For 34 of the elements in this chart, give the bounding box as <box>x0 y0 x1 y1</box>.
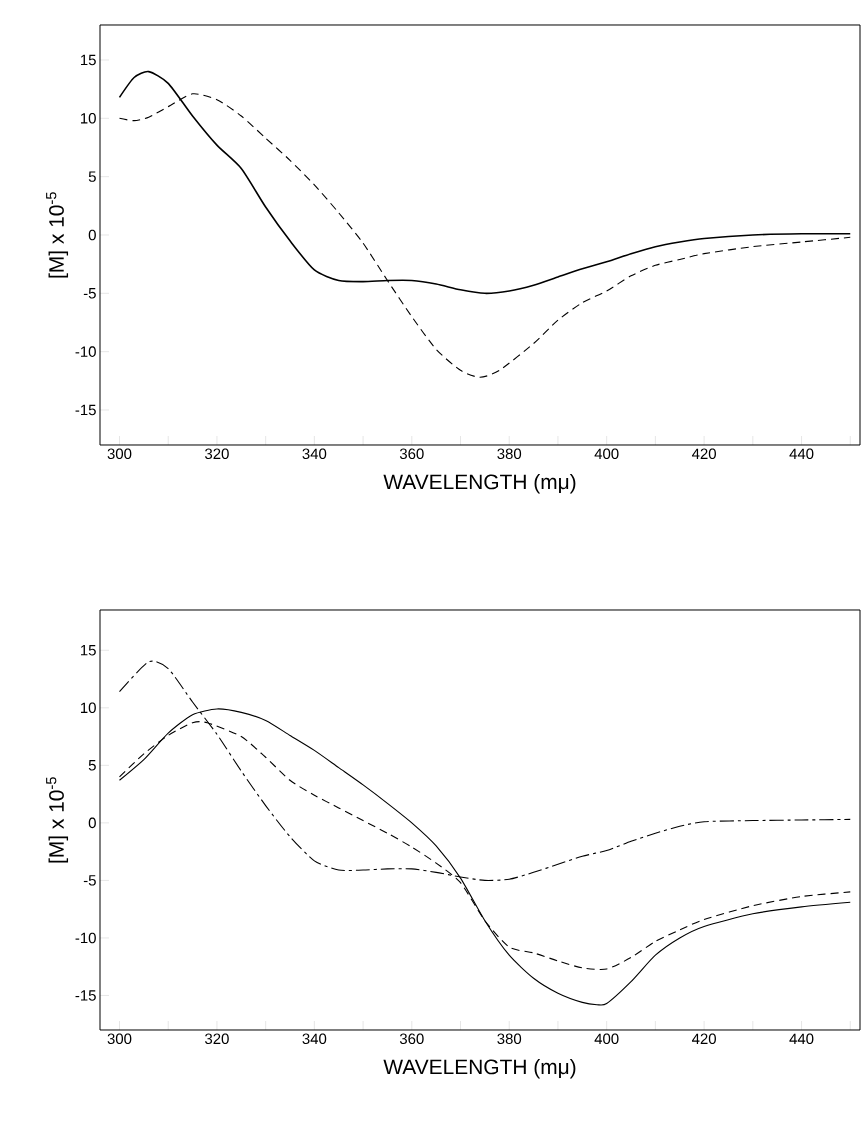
x-axis-title: WAVELENGTH (mμ) <box>383 473 576 494</box>
x-tick-label: 420 <box>691 1033 716 1045</box>
y-tick-label: -10 <box>75 346 96 357</box>
x-tick-label: 380 <box>497 448 522 460</box>
x-tick-label: 340 <box>302 1033 327 1045</box>
x-tick-label: 420 <box>691 448 716 460</box>
x-tick-label: 400 <box>594 1033 619 1045</box>
y-tick-label: -10 <box>75 932 96 944</box>
x-tick-label: 340 <box>302 448 327 460</box>
x-tick-label: 320 <box>205 448 229 460</box>
x-tick-label: 400 <box>594 448 619 460</box>
x-tick-label: 360 <box>399 1033 424 1045</box>
y-axis-title: [M] x 10$^{-5}$ <box>46 777 69 863</box>
y-tick-label: 10 <box>81 702 96 714</box>
x-tick-label: 440 <box>789 448 814 460</box>
y-tick-label: 5 <box>88 760 96 771</box>
y-tick-label: 5 <box>88 171 96 182</box>
y-tick-label: -15 <box>75 404 96 416</box>
x-axis-title: WAVELENGTH (mμ) <box>383 1058 576 1079</box>
x-tick-label: 380 <box>497 1033 522 1045</box>
y-axis-title: [M] x 10$^{-5}$ <box>46 192 69 278</box>
x-tick-label: 300 <box>107 448 132 460</box>
x-tick-label: 320 <box>205 1033 229 1045</box>
y-tick-label: 0 <box>88 229 96 241</box>
y-tick-label: -5 <box>83 288 96 299</box>
y-tick-label: 15 <box>81 645 96 656</box>
y-tick-label: -15 <box>75 990 96 1001</box>
y-tick-label: 0 <box>88 817 96 829</box>
x-tick-label: 440 <box>789 1033 814 1045</box>
x-tick-label: 300 <box>107 1033 132 1045</box>
y-tick-label: -5 <box>83 875 96 886</box>
y-tick-label: 15 <box>81 54 96 66</box>
x-tick-label: 360 <box>399 448 424 460</box>
y-tick-label: 10 <box>81 113 96 124</box>
